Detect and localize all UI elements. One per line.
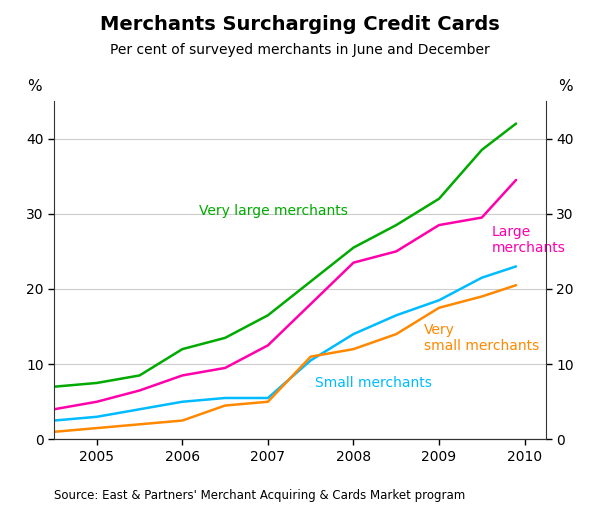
Text: Very large merchants: Very large merchants <box>199 204 349 218</box>
Text: Merchants Surcharging Credit Cards: Merchants Surcharging Credit Cards <box>100 15 500 34</box>
Text: %: % <box>559 79 573 94</box>
Text: %: % <box>27 79 41 94</box>
Text: Very
small merchants: Very small merchants <box>424 323 539 353</box>
Text: Small merchants: Small merchants <box>315 376 432 390</box>
Text: Large
merchants: Large merchants <box>492 225 566 255</box>
Text: Per cent of surveyed merchants in June and December: Per cent of surveyed merchants in June a… <box>110 43 490 57</box>
Text: Source: East & Partners' Merchant Acquiring & Cards Market program: Source: East & Partners' Merchant Acquir… <box>54 489 465 502</box>
